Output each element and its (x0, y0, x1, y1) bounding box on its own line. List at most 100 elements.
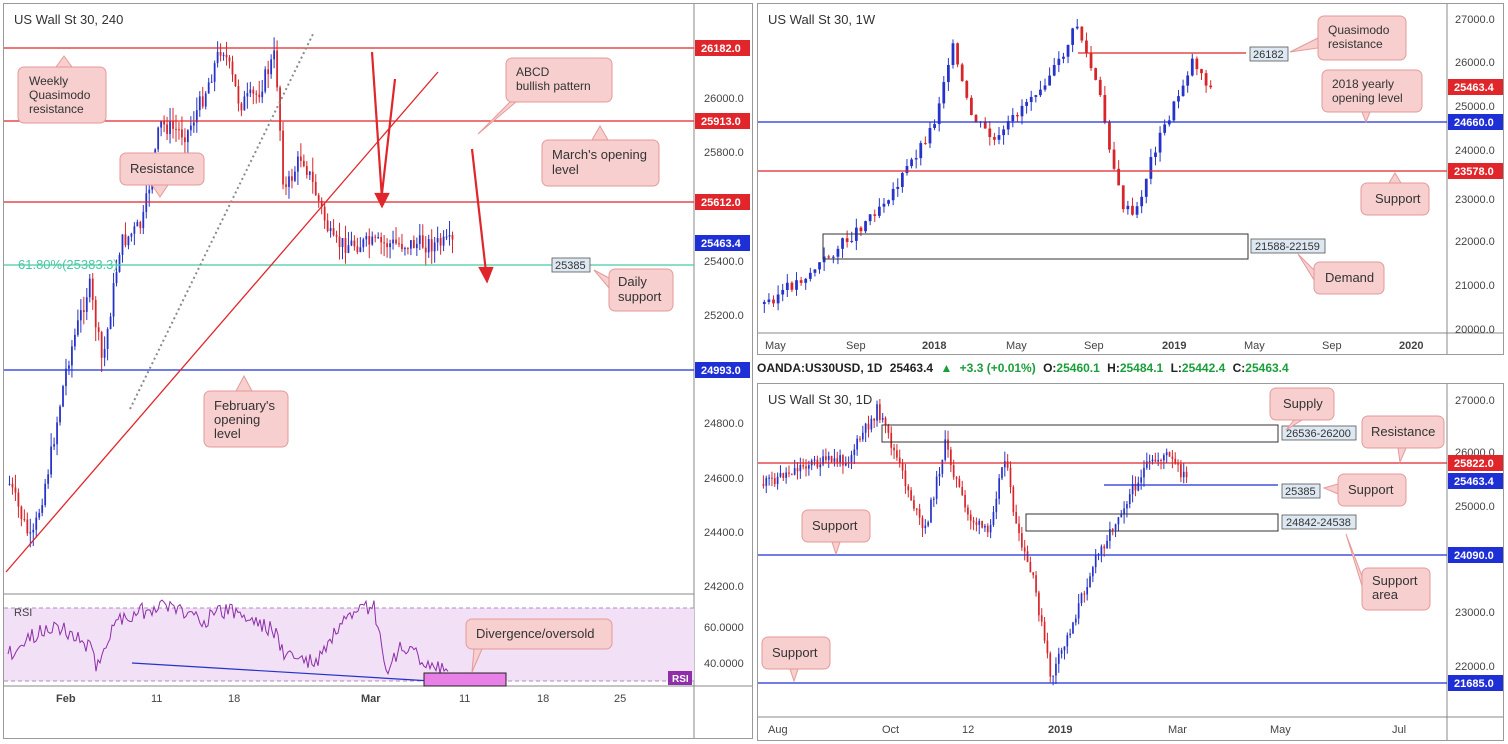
candle-body (231, 61, 234, 75)
candle-body (133, 226, 136, 234)
candle-body (1103, 95, 1107, 123)
daily-chart-svg[interactable]: 27000.0 26000.0 25000.0 24000.0 23000.0 … (758, 384, 1503, 740)
daily-xtick: May (1270, 724, 1291, 736)
candle-body (1180, 464, 1182, 478)
candle-body (314, 181, 317, 196)
h4-chart-panel[interactable]: US Wall St 30, 240 26000.0 25800.0 25400 (3, 3, 753, 739)
candle-body (427, 239, 430, 253)
candle-body (234, 74, 237, 87)
candle-body (808, 465, 810, 469)
candle-body (1063, 646, 1066, 651)
weekly-chart-panel[interactable]: US Wall St 30, 1W 27000.0 26000.0 25000.… (757, 3, 1504, 355)
candle-body (1012, 487, 1015, 513)
h4-chart-svg[interactable]: 26000.0 25800.0 25400.0 25200.0 24800.0 … (4, 4, 752, 738)
candle-body (900, 172, 904, 187)
candle-body (1163, 124, 1167, 133)
weekly-price-tag: 23578.0 (1454, 166, 1494, 178)
candle-body (445, 236, 448, 238)
candle-body (927, 522, 929, 526)
candle-body (270, 59, 273, 75)
candle-body (790, 282, 794, 290)
weekly-ytick: 22000.0 (1455, 236, 1495, 248)
candle-body (451, 235, 454, 240)
candle-body (1134, 484, 1137, 491)
candle-body (1098, 79, 1102, 96)
candle-body (181, 129, 183, 138)
candle-body (249, 89, 252, 94)
candle-body (350, 240, 353, 246)
candle-body (898, 457, 901, 463)
candle-body (986, 525, 989, 533)
daily-chart-panel[interactable]: US Wall St 30, 1D 27000.0 26000.0 25000.… (757, 383, 1504, 741)
h4-xtick: 25 (614, 693, 626, 705)
candle-body (285, 184, 287, 187)
callout-daily-support-left-text: Support (812, 518, 858, 533)
candle-body (163, 120, 165, 125)
h4-callouts: Weekly Quasimodo resistance Resistance ABC… (17, 55, 674, 448)
candle-body (947, 64, 950, 83)
candle-body (1158, 132, 1162, 153)
daily-support-area-box-label: 24842-24538 (1286, 517, 1351, 529)
candle-body (913, 500, 915, 509)
candle-body (118, 254, 121, 273)
daily-price-tag: 25463.4 (1454, 476, 1495, 488)
open-value: 25460.1 (1056, 361, 1100, 375)
candle-body (17, 492, 20, 507)
candle-body (1075, 26, 1079, 29)
candle-body (103, 348, 106, 358)
h4-ytick: 24600.0 (704, 473, 744, 485)
candle-body (1072, 622, 1074, 634)
candle-body (377, 237, 380, 239)
low-value: 25442.4 (1181, 361, 1226, 375)
candle-body (1092, 567, 1094, 577)
symbol-label: OANDA:US30USD, 1D (757, 361, 883, 375)
rsi-ytick: 40.0000 (704, 658, 744, 670)
daily-price-tag: 25822.0 (1454, 458, 1494, 470)
candle-body (407, 248, 409, 250)
candle-body (992, 512, 995, 525)
daily-price-tag: 21685.0 (1454, 678, 1494, 690)
candle-body (1039, 89, 1042, 96)
candle-body (344, 238, 347, 253)
callout-supply-text: Supply (1283, 396, 1323, 411)
candle-body (1003, 461, 1006, 468)
candle-body (142, 211, 145, 229)
weekly-price-tag: 24660.0 (1454, 117, 1494, 129)
candle-body (389, 243, 391, 248)
candle-body (890, 432, 893, 448)
candle-body (819, 464, 822, 468)
candle-body (130, 233, 133, 237)
candle-body (1066, 44, 1070, 57)
candle-body (1055, 663, 1057, 676)
candle-body (1171, 456, 1174, 459)
candle-body (879, 404, 881, 420)
h4-xtick: 11 (459, 693, 470, 705)
candle-body (958, 478, 961, 488)
high-value: 25484.1 (1119, 361, 1164, 375)
candle-body (914, 158, 918, 160)
candle-body (1057, 653, 1060, 664)
candle-body (998, 478, 1000, 499)
candle-body (997, 135, 1001, 140)
candle-body (1049, 653, 1052, 677)
rsi-tag: RSI (672, 674, 689, 685)
candle-body (804, 278, 808, 283)
candle-body (1048, 75, 1052, 86)
candle-body (362, 239, 365, 248)
candle-body (773, 478, 776, 485)
candle-body (956, 43, 959, 65)
candle-body (1154, 152, 1157, 158)
candle-body (74, 334, 76, 347)
daily-callouts: Supply Resistance Support Support Suppor… (761, 387, 1445, 683)
candle-body (1126, 504, 1128, 509)
weekly-xtick: 2019 (1162, 340, 1186, 352)
candle-body (765, 477, 768, 486)
daily-xtick: 2019 (1048, 724, 1072, 736)
candle-body (65, 368, 67, 387)
weekly-chart-svg[interactable]: 27000.0 26000.0 25000.0 24000.0 23000.0 … (758, 4, 1503, 354)
candle-body (967, 507, 969, 515)
candle-body (1111, 529, 1114, 531)
candle-body (795, 280, 798, 290)
candle-body (868, 214, 872, 222)
